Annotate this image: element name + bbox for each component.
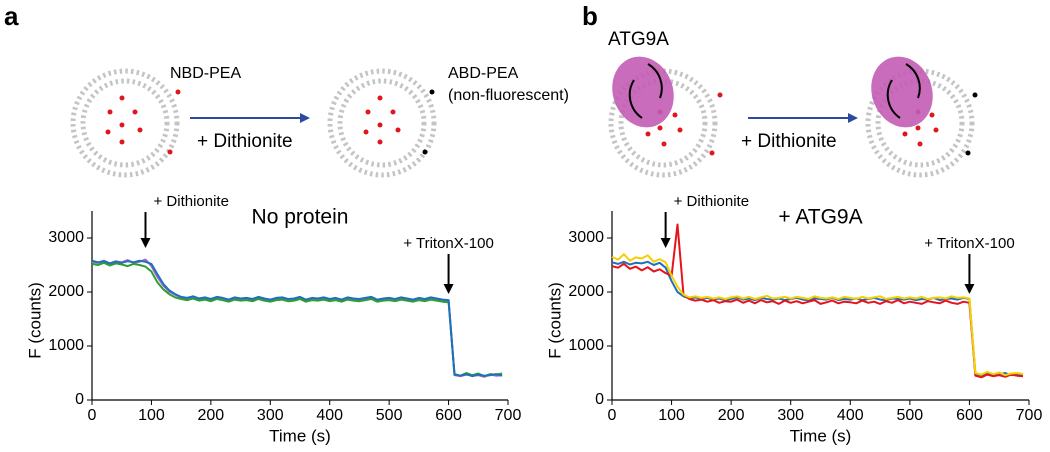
annotation-arrow-head [660,238,671,248]
annotation: + TritonX-100 [403,235,493,252]
vesicle [327,68,437,178]
arrow-head [848,113,858,123]
vesicle [70,68,181,178]
x-tick-label: 500 [376,407,403,424]
x-tick-label: 600 [435,407,462,424]
arrow-head [300,113,310,123]
annotation-arrow-head [443,284,454,294]
x-tick-label: 400 [316,407,343,424]
schematic-label: NBD-PEA [170,65,241,82]
schematic-label: (non-fluorescent) [448,87,569,104]
x-tick-label: 300 [257,407,284,424]
chart-title: No protein [252,206,349,229]
schematic-label: ATG9A [608,29,669,50]
data-line [91,261,503,378]
annotation: + TritonX-100 [924,235,1014,252]
x-tick-label: 700 [1016,407,1043,424]
x-tick-label: 0 [608,407,617,424]
y-axis-label: F (counts) [25,282,44,359]
y-tick-label: 0 [75,391,84,408]
x-tick-label: 600 [956,407,983,424]
x-tick-label: 0 [88,407,97,424]
annotation-arrow-head [140,238,151,248]
x-tick-label: 500 [897,407,924,424]
data-line [611,260,1024,377]
x-tick-label: 100 [658,407,685,424]
annotation-arrow-head [964,284,975,294]
x-tick-label: 300 [777,407,804,424]
x-axis-label: Time (s) [790,426,852,445]
data-line [91,259,503,378]
x-tick-label: 100 [138,407,165,424]
schematic-label: + Dithionite [197,131,293,152]
x-tick-label: 200 [718,407,745,424]
y-tick-label: 2000 [48,283,84,300]
vesicle [865,56,978,178]
y-tick-label: 1000 [568,337,604,354]
schematic-label: ABD-PEA [448,65,519,82]
chart-title: + ATG9A [778,206,862,229]
panel-label: b [582,1,598,31]
schematic-label: + Dithionite [741,131,837,152]
x-tick-label: 700 [495,407,522,424]
annotation: + Dithionite [153,193,228,210]
annotation: + Dithionite [674,193,749,210]
y-tick-label: 0 [595,391,604,408]
y-axis-label: F (counts) [545,282,564,359]
data-line [611,253,1024,377]
y-tick-label: 1000 [48,337,84,354]
data-line [611,223,1024,379]
x-axis-label: Time (s) [269,426,331,445]
x-tick-label: 400 [837,407,864,424]
panel-label: a [4,1,19,31]
y-tick-label: 2000 [568,283,604,300]
y-tick-label: 3000 [48,229,84,246]
y-tick-label: 3000 [568,229,604,246]
vesicle [608,56,723,178]
x-tick-label: 200 [198,407,225,424]
